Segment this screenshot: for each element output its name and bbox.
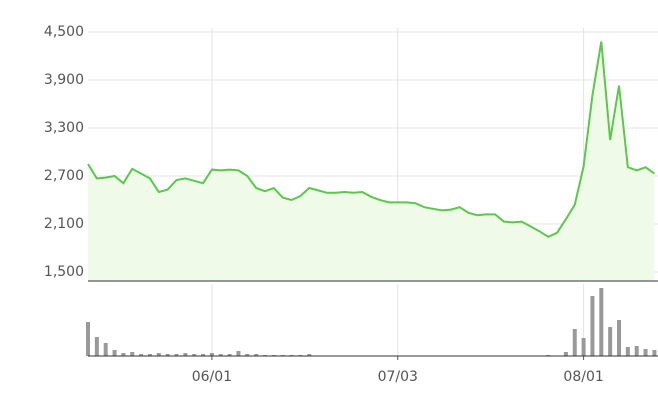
volume-bar <box>599 288 604 356</box>
volume-bar <box>165 354 170 356</box>
volume-bar <box>86 322 90 356</box>
y-tick-label: 3,900 <box>44 72 84 88</box>
line <box>87 41 655 238</box>
volume-bar <box>307 354 312 356</box>
volume-bar <box>201 354 206 356</box>
volume-bar <box>608 327 613 356</box>
volume-bar <box>156 353 161 356</box>
y-tick-label: 2,700 <box>44 168 84 184</box>
volume-bar <box>617 320 621 356</box>
y-tick-label: 3,300 <box>44 120 84 136</box>
volume-bar <box>130 352 135 356</box>
volume-bar <box>236 351 241 356</box>
volume-bar <box>139 354 144 356</box>
volume-bar <box>581 338 586 356</box>
volume-bar <box>254 354 259 356</box>
y-tick-label: 2,100 <box>44 216 84 232</box>
volume-bar <box>572 329 577 356</box>
y-tick-label: 4,500 <box>44 24 84 40</box>
volume-bar <box>192 354 197 356</box>
volume-bar <box>227 354 232 356</box>
volume-bar <box>563 352 568 356</box>
volume-bar <box>652 350 657 356</box>
x-tick-label: 08/01 <box>563 369 603 385</box>
y-tick-label: 1,500 <box>44 264 84 280</box>
volume-bar <box>625 347 630 356</box>
volume-bar <box>94 337 99 356</box>
volume-bar <box>174 354 179 356</box>
volume-bar <box>590 296 595 356</box>
x-tick-label: 07/03 <box>378 369 418 385</box>
volume-bar <box>147 354 152 356</box>
x-tick-label: 06/01 <box>192 369 232 385</box>
volume-bar <box>218 354 223 356</box>
volume-bar <box>209 353 214 356</box>
volume-bar <box>183 353 188 356</box>
volume-bar <box>245 354 250 356</box>
volume-bar <box>112 350 117 356</box>
area <box>88 41 655 281</box>
volume-bar <box>634 346 639 356</box>
volume-bar <box>121 353 126 356</box>
volume-bar <box>103 343 108 356</box>
volume-bar <box>643 349 648 356</box>
